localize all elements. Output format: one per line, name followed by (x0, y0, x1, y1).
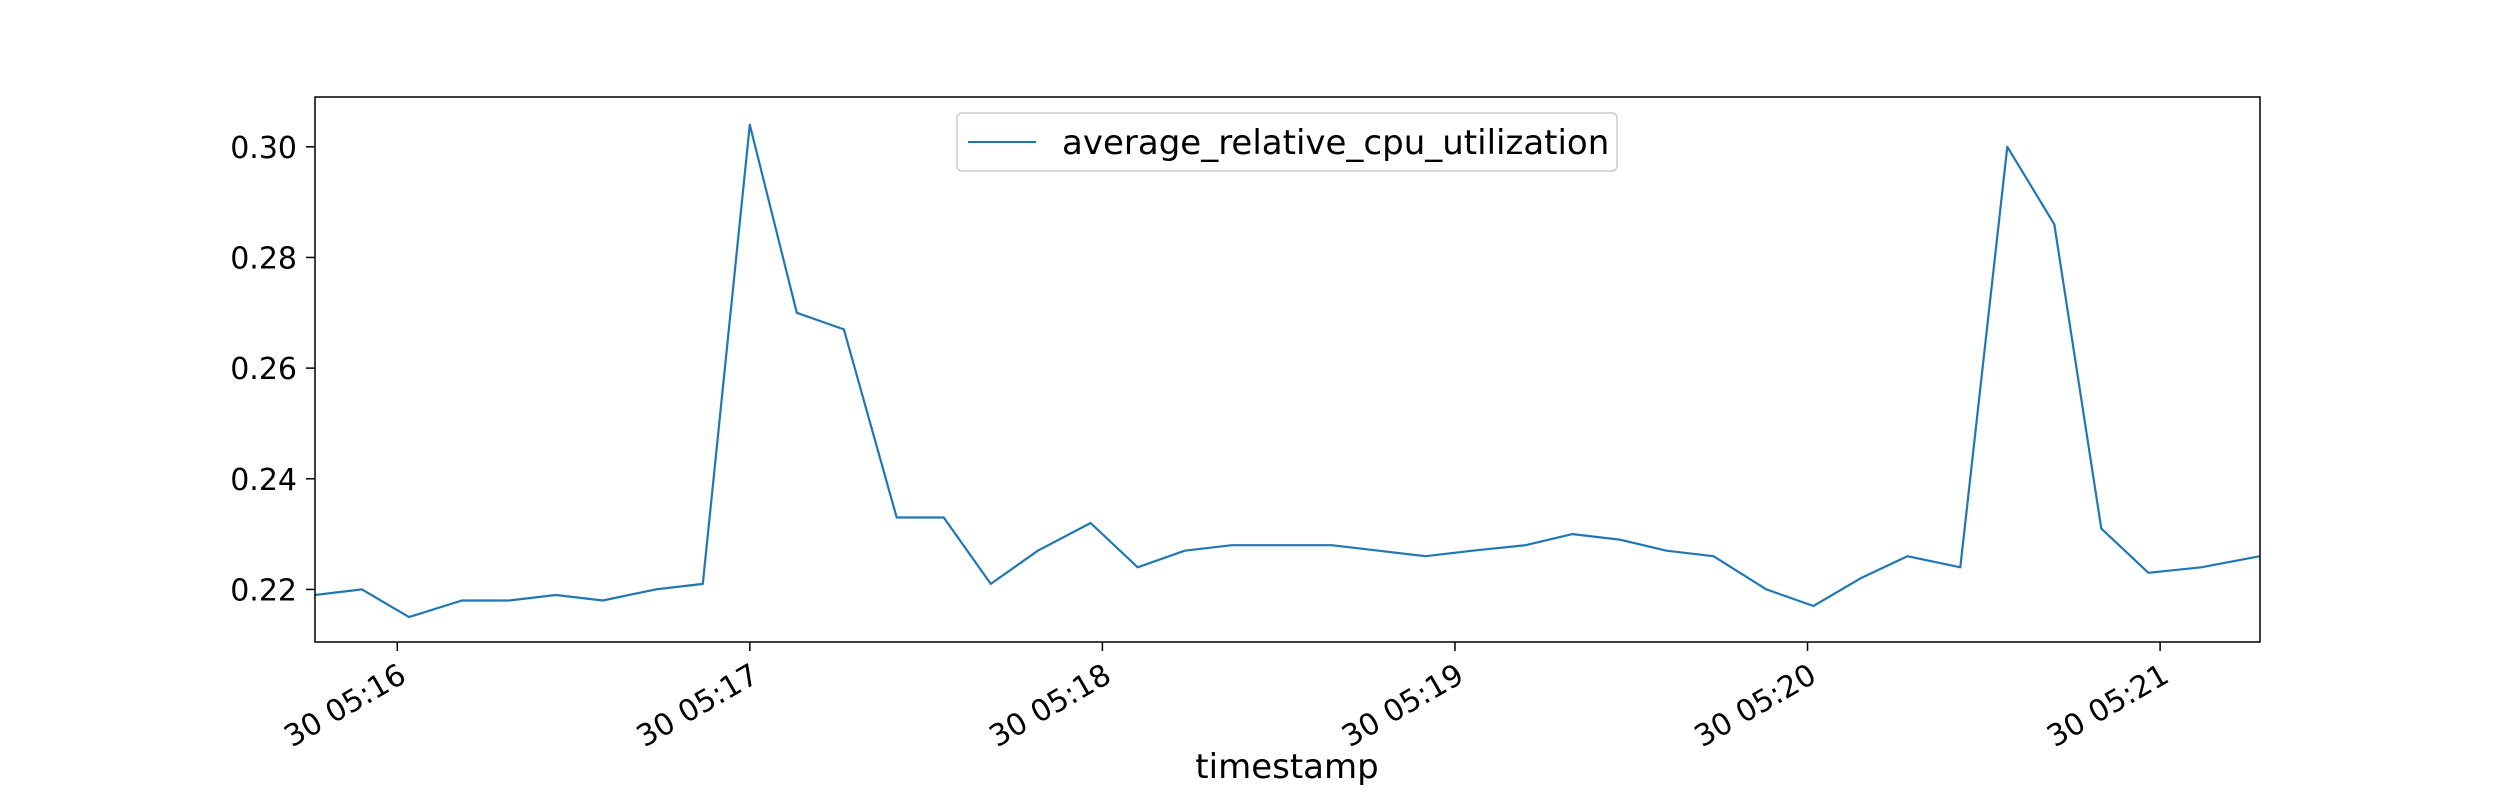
plot-frame (314, 96, 2261, 643)
y-tick-label: 0.26 (230, 352, 297, 387)
legend-box (956, 112, 1618, 172)
y-tick-label: 0.30 (230, 131, 297, 166)
x-axis-title: timestamp (1195, 747, 1378, 787)
series-layer (314, 123, 2261, 619)
legend-label: average_relative_cpu_utilization (1062, 123, 1609, 163)
y-axis: 0.22 0.24 0.26 0.28 0.30 (230, 131, 315, 608)
y-tick-label: 0.22 (230, 573, 297, 608)
y-tick-label: 0.28 (230, 241, 297, 276)
y-tick-label: 0.24 (230, 463, 297, 498)
legend: average_relative_cpu_utilization (956, 112, 1618, 172)
